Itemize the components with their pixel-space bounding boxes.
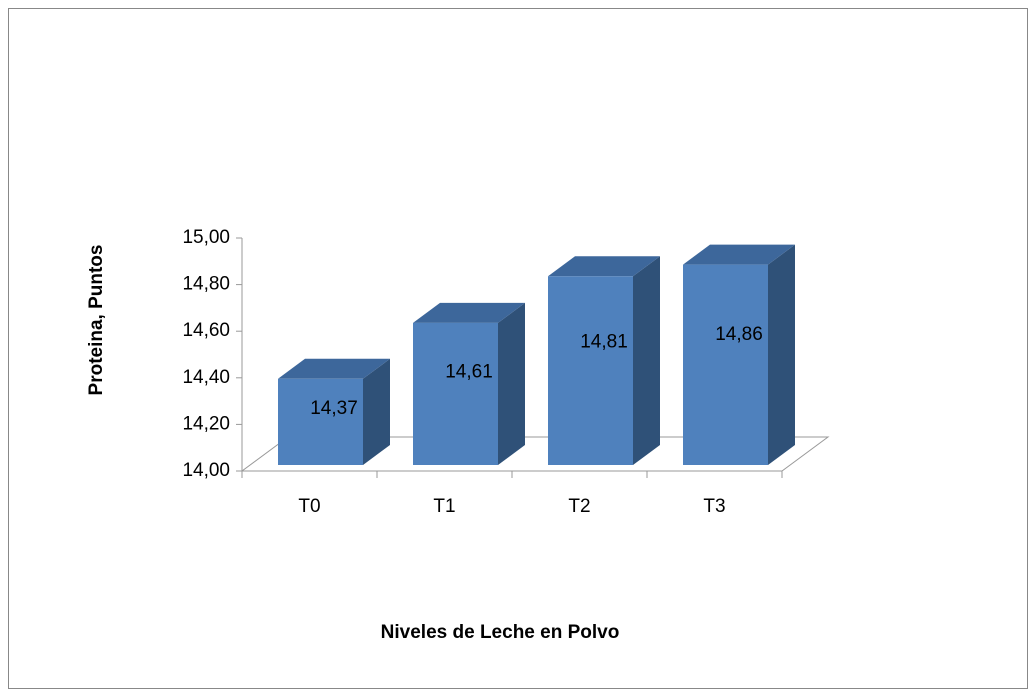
bar-side [633, 256, 660, 465]
x-axis-title: Niveles de Leche en Polvo [381, 622, 620, 643]
x-tick-label: T2 [568, 496, 590, 517]
floor [240, 436, 830, 472]
data-label: 14,86 [715, 324, 763, 345]
y-tick-label: 14,40 [182, 367, 230, 388]
data-label: 14,81 [580, 331, 628, 352]
bar-top [278, 358, 390, 379]
y-tick-label: 14,60 [182, 320, 230, 341]
x-tick-label: T0 [298, 496, 320, 517]
y-tick-label: 15,00 [182, 227, 230, 248]
bar-top [683, 244, 795, 265]
bar-side [363, 358, 390, 465]
y-tick-label: 14,80 [182, 274, 230, 295]
x-tick-label: T1 [433, 496, 455, 517]
bar [548, 276, 633, 465]
bar [683, 264, 768, 465]
bar-side [768, 244, 795, 465]
y-tick-label: 14,20 [182, 413, 230, 434]
bar [413, 322, 498, 465]
bar-side [498, 302, 525, 465]
bar [278, 378, 363, 465]
bar-top [413, 302, 525, 323]
y-axis-title: Proteina, Puntos [86, 245, 107, 396]
bar-top [548, 256, 660, 277]
x-tick-label: T3 [703, 496, 725, 517]
data-label: 14,37 [310, 398, 358, 419]
data-label: 14,61 [445, 362, 493, 383]
y-tick-label: 14,00 [182, 460, 230, 481]
